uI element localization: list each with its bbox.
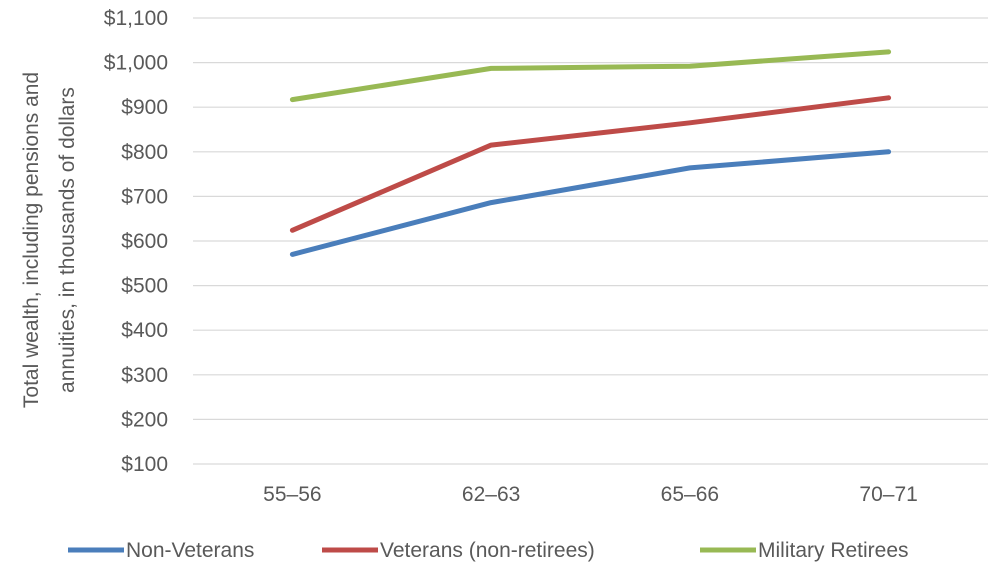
y-axis-title-line-1: Total wealth, including pensions and [20,72,43,408]
y-tick-label: $500 [121,275,168,298]
y-tick-label: $1,000 [104,52,168,75]
y-tick-label: $800 [121,141,168,164]
y-tick-label: $200 [121,408,168,431]
y-tick-label: $600 [121,230,168,253]
gridlines [193,17,988,465]
y-tick-label: $700 [121,185,168,208]
y-axis-title-line-2: annuities, in thousands of dollars [56,87,79,393]
series-line-non-veterans [289,149,892,257]
y-tick-label: $900 [121,96,168,119]
series-lines [289,49,892,257]
y-axis-ticks: $100 $200 $300 $400 $500 $600 $700 $800 $900 $1,0… [104,7,168,476]
y-tick-label: $100 [121,453,168,476]
legend-label: Military Retirees [758,539,909,562]
series-line-military-retirees [289,49,892,103]
legend: Non-Veterans Veterans (non-retirees) Milit… [68,539,909,562]
legend-label: Veterans (non-retirees) [380,539,595,562]
x-tick-label: 70–71 [859,483,917,506]
series-line-veterans-non-retirees [289,95,892,233]
legend-label: Non-Veterans [126,539,254,562]
x-tick-label: 65–66 [661,483,719,506]
x-tick-label: 55–56 [263,483,321,506]
y-tick-label: $1,100 [104,7,168,30]
y-tick-label: $400 [121,319,168,342]
x-axis-ticks: 55–56 62–63 65–66 70–71 [263,483,918,506]
y-tick-label: $300 [121,364,168,387]
x-tick-label: 62–63 [462,483,520,506]
y-axis-title: Total wealth, including pensions and ann… [20,72,79,408]
